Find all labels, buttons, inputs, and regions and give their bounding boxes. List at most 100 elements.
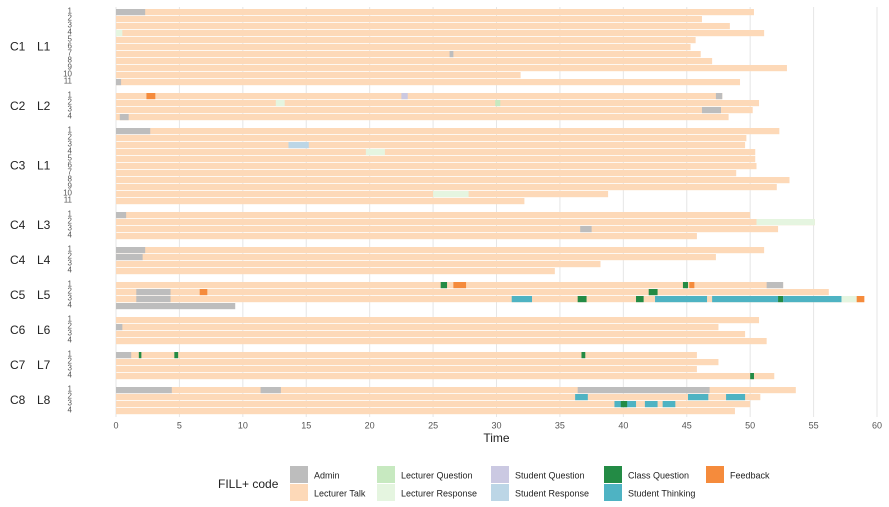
segment <box>648 289 658 296</box>
row-label: 6 <box>68 42 73 51</box>
legend-label: Student Thinking <box>628 488 695 498</box>
segment <box>750 373 754 380</box>
course-label: C4 <box>10 253 26 267</box>
segment <box>199 289 208 296</box>
segment <box>116 156 756 163</box>
course-label: C4 <box>10 218 26 232</box>
row-label: 4 <box>68 231 73 240</box>
row-label: 4 <box>68 112 73 121</box>
segment <box>116 303 236 310</box>
segment <box>726 394 746 401</box>
segment <box>783 296 842 303</box>
legend-label: Lecturer Response <box>401 488 477 498</box>
segment <box>116 352 132 359</box>
legend-label: Lecturer Talk <box>314 488 366 498</box>
row-label: 3 <box>68 140 73 149</box>
segment <box>116 142 746 149</box>
segment <box>116 212 751 219</box>
segment <box>116 338 767 345</box>
segment <box>116 359 719 366</box>
row-label: 11 <box>64 196 73 205</box>
segment <box>116 72 521 79</box>
x-tick-label: 30 <box>491 420 501 430</box>
segment <box>577 387 710 394</box>
row-label: 2 <box>68 322 73 331</box>
segment <box>116 373 775 380</box>
segment <box>116 212 127 219</box>
segment <box>116 58 713 65</box>
legend-swatch <box>491 466 509 483</box>
segment <box>116 128 780 135</box>
row-label: 3 <box>68 259 73 268</box>
row-label: 4 <box>68 147 73 156</box>
row-label: 3 <box>68 364 73 373</box>
segment <box>449 51 454 58</box>
segment <box>620 401 628 408</box>
row-label: 4 <box>68 28 73 37</box>
legend-label: Feedback <box>730 470 770 480</box>
segment <box>116 254 716 261</box>
segment <box>712 296 779 303</box>
lecture-label: L6 <box>37 323 51 337</box>
segment <box>116 366 697 373</box>
row-label: 3 <box>68 294 73 303</box>
lecture-label: L5 <box>37 288 51 302</box>
row-label: 2 <box>68 357 73 366</box>
row-label: 2 <box>68 98 73 107</box>
segment <box>856 296 865 303</box>
segment <box>116 191 609 198</box>
x-tick-label: 60 <box>872 420 882 430</box>
course-label: C7 <box>10 358 26 372</box>
segment <box>116 100 760 107</box>
lecture-label: L1 <box>37 40 51 54</box>
segment <box>116 79 122 86</box>
segment <box>119 114 129 121</box>
lecture-label: L2 <box>37 99 51 113</box>
row-label: 4 <box>68 301 73 310</box>
legend-swatch <box>604 466 622 483</box>
segment <box>116 170 737 177</box>
legend-label: Student Question <box>515 470 585 480</box>
x-axis-title: Time <box>483 431 510 445</box>
x-tick-label: 50 <box>745 420 755 430</box>
row-label: 8 <box>68 56 73 65</box>
legend-swatch <box>491 484 509 501</box>
legend-title: FILL+ code <box>218 477 279 491</box>
segment <box>116 107 753 114</box>
legend-label: Class Question <box>628 470 689 480</box>
segment <box>116 23 730 30</box>
segment <box>174 352 179 359</box>
segment <box>116 44 691 51</box>
segment <box>116 30 765 37</box>
course-label: C8 <box>10 393 26 407</box>
segment <box>116 261 601 268</box>
segment <box>116 324 123 331</box>
lecture-label: L7 <box>37 358 51 372</box>
row-label: 2 <box>68 252 73 261</box>
segment <box>116 282 784 289</box>
segment <box>116 401 751 408</box>
segment <box>116 233 697 240</box>
segment <box>577 296 587 303</box>
legend-swatch <box>604 484 622 501</box>
row-label: 3 <box>68 329 73 338</box>
legend-swatch <box>377 484 395 501</box>
legend-label: Admin <box>314 470 340 480</box>
segment <box>116 226 779 233</box>
segment <box>116 247 765 254</box>
segment <box>116 219 815 226</box>
segment <box>116 149 756 156</box>
x-tick-label: 5 <box>177 420 182 430</box>
segment <box>701 107 721 114</box>
segment <box>116 352 697 359</box>
segment <box>116 254 143 261</box>
row-label: 10 <box>63 189 72 198</box>
row-label: 2 <box>68 217 73 226</box>
legend-swatch <box>290 484 308 501</box>
segment <box>116 408 735 415</box>
segment <box>715 93 723 100</box>
course-label: C2 <box>10 99 26 113</box>
segment <box>688 394 709 401</box>
row-label: 7 <box>68 49 73 58</box>
x-tick-label: 25 <box>428 420 438 430</box>
